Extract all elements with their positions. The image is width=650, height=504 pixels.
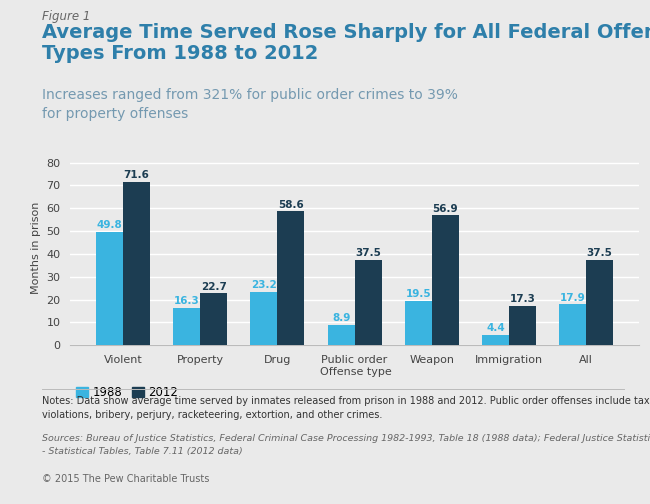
Text: 49.8: 49.8 xyxy=(97,220,122,230)
Bar xyxy=(405,301,432,345)
Text: 37.5: 37.5 xyxy=(587,248,612,258)
Text: 22.7: 22.7 xyxy=(201,282,227,292)
Legend: 1988, 2012: 1988, 2012 xyxy=(76,386,178,399)
Text: 23.2: 23.2 xyxy=(251,280,277,290)
Bar xyxy=(173,308,200,345)
Text: 17.3: 17.3 xyxy=(510,294,536,304)
Text: © 2015 The Pew Charitable Trusts: © 2015 The Pew Charitable Trusts xyxy=(42,474,209,484)
Text: Sources: Bureau of Justice Statistics, Federal Criminal Case Processing 1982-199: Sources: Bureau of Justice Statistics, F… xyxy=(42,434,650,456)
Text: Figure 1: Figure 1 xyxy=(42,10,90,23)
Bar xyxy=(432,215,459,345)
Bar xyxy=(509,306,536,345)
Y-axis label: Months in prison: Months in prison xyxy=(31,202,41,294)
Bar xyxy=(96,231,123,345)
Bar xyxy=(123,182,150,345)
Bar xyxy=(278,212,304,345)
Text: 56.9: 56.9 xyxy=(432,204,458,214)
Text: 19.5: 19.5 xyxy=(406,289,431,299)
Text: 58.6: 58.6 xyxy=(278,200,304,210)
Text: Average Time Served Rose Sharply for All Federal Offense
Types From 1988 to 2012: Average Time Served Rose Sharply for All… xyxy=(42,23,650,63)
Bar xyxy=(355,260,382,345)
Text: 71.6: 71.6 xyxy=(124,170,150,180)
Text: Offense type: Offense type xyxy=(320,367,392,377)
Bar xyxy=(559,304,586,345)
Text: Increases ranged from 321% for public order crimes to 39%
for property offenses: Increases ranged from 321% for public or… xyxy=(42,88,458,120)
Text: 37.5: 37.5 xyxy=(355,248,381,258)
Bar xyxy=(250,292,278,345)
Text: 17.9: 17.9 xyxy=(560,292,586,302)
Text: 16.3: 16.3 xyxy=(174,296,200,306)
Text: 8.9: 8.9 xyxy=(332,313,350,323)
Bar xyxy=(200,293,227,345)
Bar xyxy=(328,325,355,345)
Text: Notes: Data show average time served by inmates released from prison in 1988 and: Notes: Data show average time served by … xyxy=(42,396,650,420)
Bar xyxy=(482,335,509,345)
Text: 4.4: 4.4 xyxy=(486,324,505,333)
Bar xyxy=(586,260,613,345)
